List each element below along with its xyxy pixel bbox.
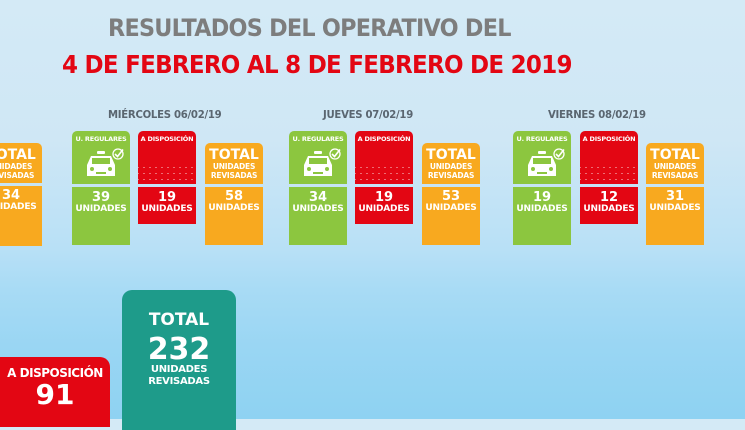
disposicion-value-box: 12 UNIDADES — [580, 187, 638, 224]
summary-total-title: TOTAL — [148, 310, 210, 330]
mesh-pattern — [138, 162, 196, 184]
disposicion-label: A DISPOSICIÓN — [582, 135, 636, 143]
summary-total-value: 232 — [147, 332, 211, 367]
check-icon — [329, 148, 341, 160]
summary-total-sub2: REVISADAS — [148, 376, 210, 387]
total-header-box: TOTAL UNIDADES REVISADAS — [422, 143, 480, 184]
total-value-box: 53 UNIDADES — [422, 187, 480, 245]
title-line-2: 4 DE FEBRERO AL 8 DE FEBRERO DE 2019 — [62, 50, 572, 79]
regulares-header-box: U. REGULARES — [289, 131, 347, 184]
total-header-box: TOTAL UNIDADES REVISADAS — [205, 143, 263, 184]
summary-disposicion-label: A DISPOSICIÓN — [7, 366, 103, 380]
disposicion-header-box: A DISPOSICIÓN — [580, 131, 638, 184]
title-line-1: RESULTADOS DEL OPERATIVO DEL — [108, 14, 511, 42]
day-label: MIÉRCOLES 06/02/19 — [108, 108, 222, 121]
disposicion-header-box: A DISPOSICIÓN — [355, 131, 413, 184]
regulares-value-box: 19 UNIDADES — [513, 187, 571, 245]
regulares-header-box: U. REGULARES — [72, 131, 130, 184]
disposicion-label: A DISPOSICIÓN — [140, 135, 194, 143]
summary-total-sub1: UNIDADES — [150, 364, 208, 375]
day-label: JUEVES 07/02/19 — [323, 108, 413, 121]
mesh-pattern — [580, 162, 638, 184]
taxi-icon — [304, 151, 332, 176]
check-icon — [112, 148, 124, 160]
day-label: VIERNES 08/02/19 — [548, 108, 646, 121]
total-value-box: 58 UNIDADES — [205, 187, 263, 245]
summary-disposicion-value: 91 — [35, 378, 75, 411]
total-value-box: 31 UNIDADES — [646, 187, 704, 245]
disposicion-value-box: 19 UNIDADES — [138, 187, 196, 224]
summary-disposicion-box: A DISPOSICIÓN 91 — [0, 357, 110, 427]
taxi-icon — [528, 151, 556, 176]
regulares-label: U. REGULARES — [75, 135, 127, 143]
regulares-value-box: 39 UNIDADES — [72, 187, 130, 245]
disposicion-value-box: 19 UNIDADES — [355, 187, 413, 224]
check-icon — [553, 148, 565, 160]
regulares-label: U. REGULARES — [292, 135, 344, 143]
total-header-box: TOTAL UNIDADES REVISADAS — [0, 143, 42, 183]
disposicion-label: A DISPOSICIÓN — [357, 135, 411, 143]
taxi-icon — [87, 151, 115, 176]
summary-total-box: TOTAL 232 UNIDADES REVISADAS — [122, 290, 236, 430]
total-value-box: 34 UNIDADES — [0, 186, 42, 246]
regulares-header-box: U. REGULARES — [513, 131, 571, 184]
regulares-label: U. REGULARES — [516, 135, 568, 143]
disposicion-header-box: A DISPOSICIÓN — [138, 131, 196, 184]
regulares-value-box: 34 UNIDADES — [289, 187, 347, 245]
total-header-box: TOTAL UNIDADES REVISADAS — [646, 143, 704, 184]
mesh-pattern — [355, 162, 413, 184]
